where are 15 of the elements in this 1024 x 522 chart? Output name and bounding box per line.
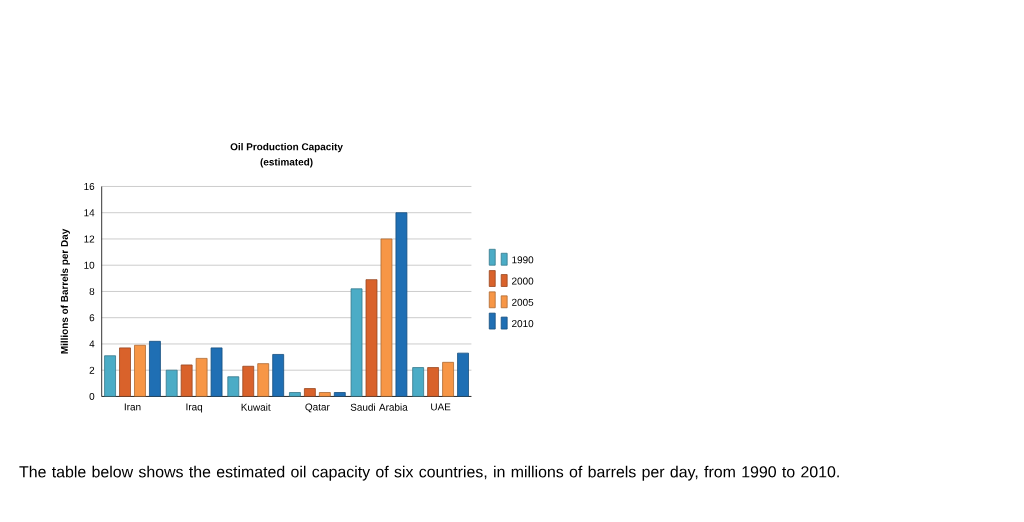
- bar: [442, 362, 454, 397]
- bar: [257, 363, 270, 397]
- bar: [227, 376, 240, 397]
- bar: [380, 239, 393, 397]
- bar: [412, 367, 425, 397]
- bar: [104, 355, 116, 397]
- bar: [395, 212, 408, 397]
- bar: [134, 345, 146, 397]
- bar: [272, 354, 285, 397]
- bar: [457, 353, 469, 397]
- bar: [195, 358, 208, 397]
- bar: [149, 341, 161, 397]
- bar: [350, 288, 363, 397]
- bar: [165, 370, 178, 397]
- bar: [210, 347, 223, 397]
